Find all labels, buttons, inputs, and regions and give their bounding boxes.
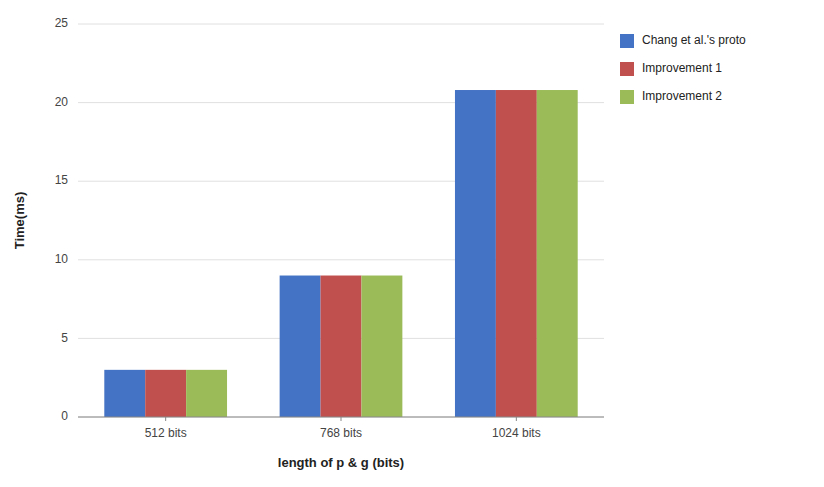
bar — [537, 90, 578, 417]
y-tick-label: 15 — [55, 173, 69, 187]
x-tick-label: 768 bits — [320, 426, 362, 440]
y-tick-label: 10 — [55, 252, 69, 266]
x-tick-label: 512 bits — [145, 426, 187, 440]
bar — [361, 276, 402, 417]
legend-label: Improvement 2 — [642, 89, 722, 103]
legend-label: Improvement 1 — [642, 61, 722, 75]
bar — [186, 370, 227, 417]
y-tick-label: 5 — [61, 331, 68, 345]
grid-line — [78, 24, 604, 25]
chart: 0 5 10 15 20 25 512 bits 768 bits 1024 bits lengt… — [0, 0, 824, 487]
legend-swatch — [620, 62, 634, 76]
bar — [455, 90, 496, 417]
y-tick-label: 25 — [55, 16, 69, 30]
legend: Chang et al.'s proto Improvement 1 Improve… — [620, 33, 746, 104]
x-tick-label: 1024 bits — [492, 426, 541, 440]
bar — [496, 90, 537, 417]
legend-label: Chang et al.'s proto — [642, 33, 746, 47]
x-tick — [341, 417, 342, 421]
y-tick-label: 20 — [55, 95, 69, 109]
grid — [78, 24, 604, 417]
x-axis-label: length of p & g (bits) — [278, 455, 404, 470]
bar — [321, 276, 362, 417]
y-axis-label: Time(ms) — [12, 192, 27, 250]
bar — [145, 370, 186, 417]
legend-swatch — [620, 34, 634, 48]
y-tick-label: 0 — [61, 409, 68, 423]
bar — [280, 276, 321, 417]
x-tick — [516, 417, 517, 421]
bars — [104, 90, 577, 417]
bar — [104, 370, 145, 417]
x-tick — [165, 417, 166, 421]
legend-swatch — [620, 90, 634, 104]
